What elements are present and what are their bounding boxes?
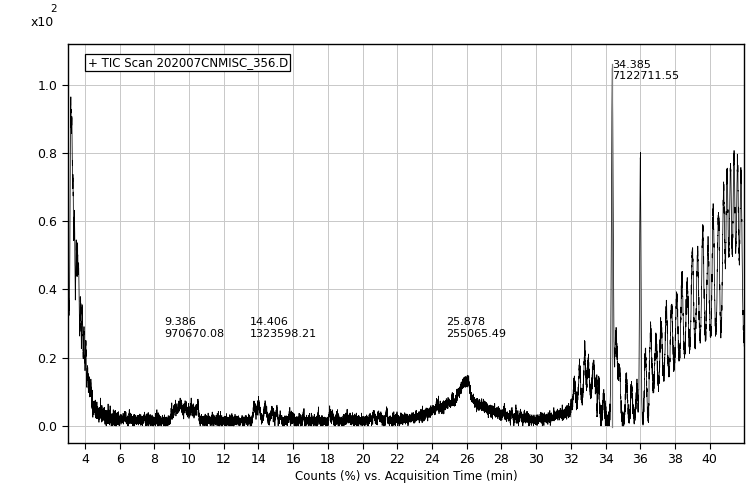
Text: 9.386
970670.08: 9.386 970670.08 [165, 317, 225, 339]
Text: 2: 2 [50, 4, 57, 14]
X-axis label: Counts (%) vs. Acquisition Time (min): Counts (%) vs. Acquisition Time (min) [295, 471, 518, 484]
Text: x10: x10 [30, 16, 53, 29]
Text: 14.406
1323598.21: 14.406 1323598.21 [250, 317, 317, 339]
Text: + TIC Scan 202007CNMISC_356.D: + TIC Scan 202007CNMISC_356.D [88, 56, 288, 69]
Text: 34.385
7122711.55: 34.385 7122711.55 [613, 60, 680, 81]
Text: 25.878
255065.49: 25.878 255065.49 [446, 317, 506, 339]
